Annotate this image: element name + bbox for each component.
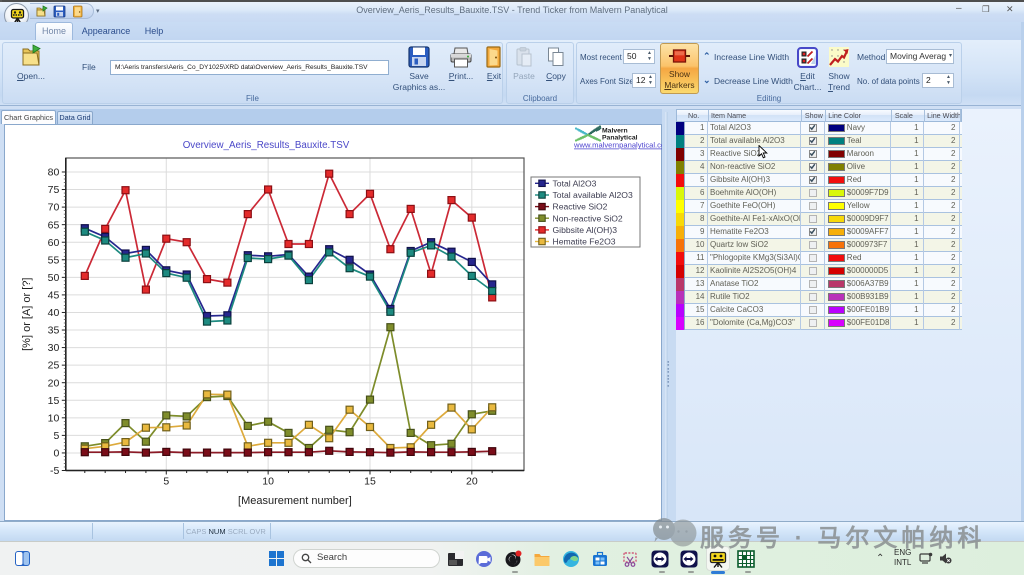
svg-text:0: 0 xyxy=(53,448,59,460)
svg-text:Overview_Aeris_Results_Bauxite: Overview_Aeris_Results_Bauxite.TSV xyxy=(183,140,350,151)
svg-text:Hematite Fe2O3: Hematite Fe2O3 xyxy=(553,237,616,247)
svg-text:Malvern: Malvern xyxy=(602,128,628,135)
svg-text:20: 20 xyxy=(48,377,60,389)
svg-text:80: 80 xyxy=(48,167,60,179)
svg-text:Total Al2O3: Total Al2O3 xyxy=(553,178,597,188)
svg-text:Panalytical: Panalytical xyxy=(602,135,638,142)
svg-text:40: 40 xyxy=(48,307,60,319)
svg-text:-5: -5 xyxy=(50,465,59,477)
svg-text:Gibbsite Al(OH)3: Gibbsite Al(OH)3 xyxy=(553,225,618,235)
svg-text:30: 30 xyxy=(48,342,60,354)
svg-text:Reactive SiO2: Reactive SiO2 xyxy=(553,202,608,212)
svg-text:5: 5 xyxy=(163,476,169,488)
svg-text:www.malvernpanalytical.co: www.malvernpanalytical.co xyxy=(573,141,662,150)
svg-text:70: 70 xyxy=(48,202,60,214)
svg-text:65: 65 xyxy=(48,219,60,231)
svg-text:75: 75 xyxy=(48,184,60,196)
svg-text:25: 25 xyxy=(48,360,60,372)
svg-text:45: 45 xyxy=(48,290,60,302)
svg-text:Total available Al2O3: Total available Al2O3 xyxy=(553,190,633,200)
svg-text:Non-reactive SiO2: Non-reactive SiO2 xyxy=(553,213,623,223)
svg-text:15: 15 xyxy=(364,476,376,488)
svg-text:[%] or [A] or [?]: [%] or [A] or [?] xyxy=(21,278,33,351)
svg-text:10: 10 xyxy=(262,476,274,488)
svg-text:60: 60 xyxy=(48,237,60,249)
svg-text:35: 35 xyxy=(48,325,60,337)
svg-text:10: 10 xyxy=(48,412,60,424)
svg-text:15: 15 xyxy=(48,395,60,407)
svg-text:5: 5 xyxy=(53,430,59,442)
svg-text:20: 20 xyxy=(466,476,478,488)
svg-text:[Measurement number]: [Measurement number] xyxy=(238,495,352,507)
svg-text:50: 50 xyxy=(48,272,60,284)
svg-text:55: 55 xyxy=(48,254,60,266)
